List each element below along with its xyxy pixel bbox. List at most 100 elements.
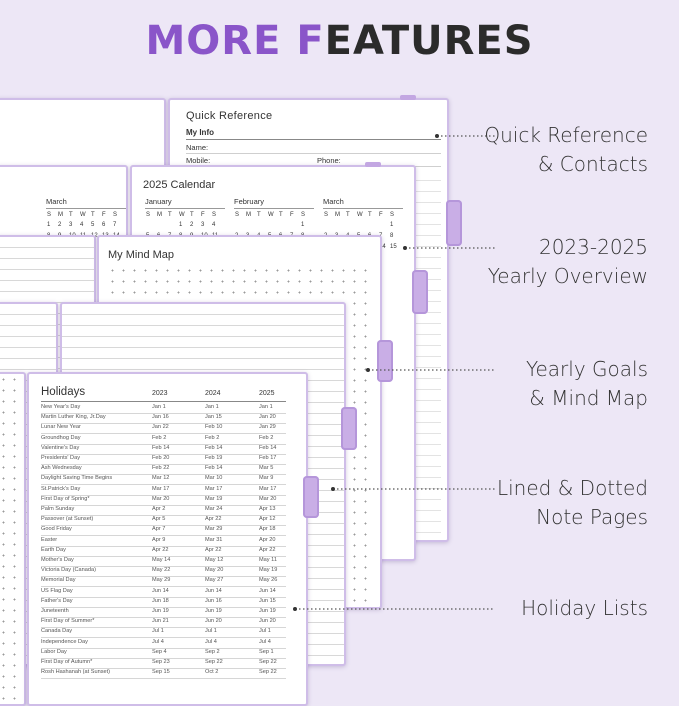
holiday-date: Jun 16 [205, 597, 222, 604]
month-name: March [46, 197, 67, 206]
day: 4 [212, 222, 216, 228]
weekday: F [201, 212, 205, 218]
weekday: T [69, 212, 73, 218]
rule [41, 535, 286, 537]
holiday-date: Mar 31 [205, 536, 223, 543]
holiday-date: Feb 14 [152, 444, 170, 451]
holiday-date: Mar 19 [205, 495, 223, 502]
holiday-name: Groundhog Day [41, 434, 81, 441]
holiday-date: Apr 9 [152, 536, 166, 543]
holiday-date: Mar 29 [205, 526, 223, 533]
holiday-name: St.Patrick's Day [41, 485, 81, 492]
holiday-date: Jun 20 [259, 618, 276, 625]
day: 8 [390, 233, 394, 239]
holiday-date: Apr 22 [259, 546, 276, 553]
holiday-name: Valentine's Day [41, 444, 80, 451]
weekday: T [368, 212, 372, 218]
left-page [0, 372, 26, 706]
holiday-date: Jun 19 [152, 608, 169, 614]
callout: Yearly Goals & Mind Map [526, 355, 648, 413]
weekday: S [324, 212, 329, 218]
weekday: S [390, 212, 395, 218]
holiday-date: Apr 20 [259, 536, 276, 543]
weekday: T [91, 212, 95, 218]
holiday-name: US Flag Day [41, 587, 73, 594]
holiday-date: Mar 20 [259, 495, 277, 502]
holiday-date: May 27 [205, 577, 224, 584]
weekday: W [179, 212, 185, 218]
holiday-date: May 20 [205, 567, 224, 574]
holiday-name: Canada Day [41, 628, 73, 635]
day: 3 [69, 222, 73, 228]
elastic-band [446, 200, 462, 246]
holidays-page: Holidays 2023 2024 2025 New Year's Day Jan 1 J… [27, 372, 308, 706]
callout-line: & Contacts [537, 152, 648, 176]
rule [41, 504, 286, 506]
holiday-date: Mar 5 [259, 465, 274, 472]
holiday-date: Oct 2 [205, 669, 219, 676]
holiday-date: Jul 1 [152, 628, 164, 635]
holiday-date: Sep 22 [259, 659, 277, 665]
field-label: Name: [186, 143, 209, 152]
rule [46, 208, 126, 209]
holiday-date: Apr 13 [259, 506, 276, 512]
holiday-date: Apr 2 [152, 506, 166, 512]
rule [41, 525, 286, 527]
elastic-band [303, 476, 319, 518]
holiday-name: New Year's Day [41, 404, 81, 410]
page-title: Holidays [41, 386, 86, 398]
weekday: S [235, 212, 240, 218]
weekday: T [190, 212, 194, 218]
holiday-name: Victoria Day (Canada) [41, 567, 96, 574]
rule [41, 474, 286, 476]
rule [41, 627, 286, 629]
holiday-date: Jun 21 [152, 618, 169, 625]
day: 4 [80, 222, 84, 228]
holiday-name: Daylight Saving Time Begins [41, 475, 113, 482]
holiday-name: Palm Sunday [41, 506, 75, 512]
rule [234, 208, 314, 209]
weekday: T [279, 212, 283, 218]
day: 15 [390, 244, 397, 250]
holiday-date: Jun 19 [205, 608, 222, 614]
year-header: 2023 [152, 390, 168, 397]
page-title: My Mind Map [108, 249, 175, 261]
leader-lines [293, 134, 495, 611]
holiday-date: Feb 22 [152, 465, 170, 472]
holiday-date: Jun 19 [259, 608, 276, 614]
holiday-date: Apr 7 [152, 526, 166, 533]
holiday-date: Sep 1 [259, 648, 274, 655]
rule [41, 668, 286, 669]
rule [41, 545, 286, 547]
rule [41, 555, 286, 557]
page-title: Quick Reference [186, 110, 273, 122]
holiday-date: Jun 15 [259, 597, 276, 604]
holiday-date: Sep 23 [152, 659, 170, 665]
holiday-date: Apr 22 [205, 516, 222, 523]
holiday-name: Mother's Day [41, 557, 74, 563]
holiday-date: May 19 [259, 567, 278, 574]
holiday-date: Jan 15 [205, 414, 222, 421]
year-header: 2025 [259, 390, 275, 397]
rule [41, 484, 286, 486]
day: 1 [179, 222, 183, 228]
holiday-name: Good Friday [41, 526, 72, 533]
month-name: February [234, 197, 265, 206]
holiday-date: Feb 20 [152, 455, 170, 461]
holiday-date: Jun 20 [205, 618, 222, 625]
holiday-date: Feb 19 [205, 455, 223, 461]
callout-line: & Mind Map [529, 386, 648, 410]
weekday: T [257, 212, 261, 218]
weekday: M [335, 212, 340, 218]
holiday-date: Mar 9 [259, 475, 274, 482]
weekday: S [212, 212, 217, 218]
rule [41, 657, 286, 659]
day: 1 [390, 222, 394, 228]
rule [41, 515, 286, 516]
weekday: W [268, 212, 274, 218]
weekday: M [58, 212, 63, 218]
day: 7 [113, 222, 117, 228]
leader-dot [403, 246, 407, 250]
leader-dot [435, 134, 439, 138]
month-name: March [323, 197, 344, 206]
